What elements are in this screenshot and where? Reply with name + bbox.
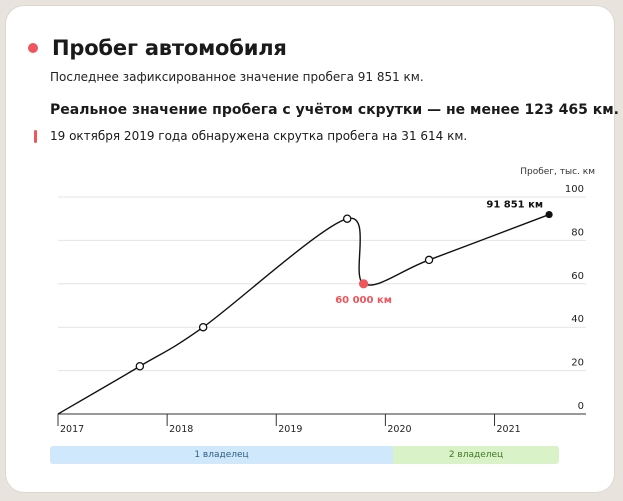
x-tick-label: 2017 bbox=[60, 424, 84, 435]
y-axis-label: Пробег, тыс. км bbox=[520, 167, 595, 177]
page-title: Пробег автомобиля bbox=[52, 36, 287, 60]
x-tick-label: 2018 bbox=[169, 424, 193, 435]
real-mileage-headline: Реальное значение пробега с учётом скрут… bbox=[50, 102, 619, 118]
y-tick-label: 100 bbox=[565, 184, 584, 195]
owner-segment-2: 2 владелец bbox=[393, 446, 559, 464]
data-point bbox=[424, 255, 434, 265]
title-row: Пробег автомобиля bbox=[28, 36, 287, 60]
series-line bbox=[57, 213, 550, 415]
last-mileage-point bbox=[545, 210, 553, 219]
owner-segment-1: 1 владелец bbox=[50, 446, 394, 464]
rollback-value-label: 60 000 км bbox=[335, 295, 392, 306]
data-point bbox=[198, 322, 208, 332]
last-value-label: 91 851 км bbox=[486, 200, 543, 211]
rollback-point bbox=[358, 279, 369, 289]
data-point bbox=[135, 362, 145, 371]
x-tick-label: 2019 bbox=[278, 424, 302, 435]
x-tick-label: 2020 bbox=[387, 424, 411, 435]
status-dot-icon bbox=[28, 43, 38, 53]
y-tick-label: 40 bbox=[571, 314, 584, 325]
warning-bar-icon bbox=[34, 129, 37, 143]
y-tick-label: 20 bbox=[571, 358, 584, 369]
y-tick-label: 80 bbox=[571, 227, 584, 238]
mileage-card bbox=[6, 6, 614, 492]
y-tick-label: 60 bbox=[571, 271, 584, 282]
owners-bar: 1 владелец 2 владелец bbox=[50, 446, 559, 464]
last-mileage-text: Последнее зафиксированное значение пробе… bbox=[50, 70, 424, 84]
data-point bbox=[342, 214, 352, 223]
y-tick-label: 0 bbox=[578, 401, 584, 412]
rollback-notice-text: 19 октября 2019 года обнаружена скрутка … bbox=[50, 129, 468, 143]
rollback-notice: 19 октября 2019 года обнаружена скрутка … bbox=[34, 129, 467, 143]
x-tick-label: 2021 bbox=[497, 424, 521, 435]
